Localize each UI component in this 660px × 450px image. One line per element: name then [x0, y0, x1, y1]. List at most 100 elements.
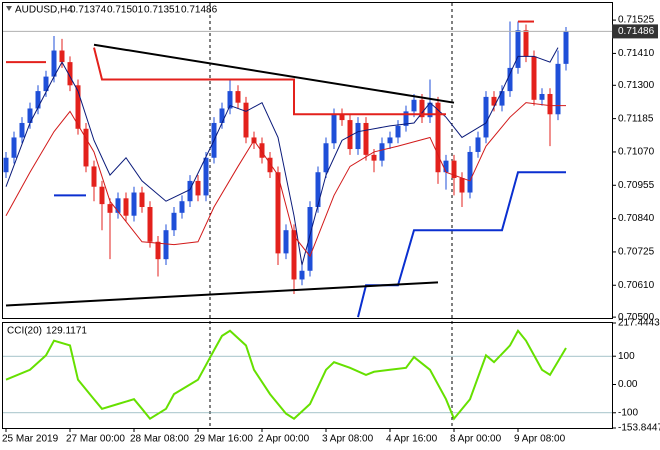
candle-body [563, 31, 569, 64]
candle-body [347, 120, 353, 150]
x-tick-label: 25 Mar 2019 [2, 434, 59, 445]
candle-body [419, 99, 425, 118]
y-tick-label: 0.70610 [618, 280, 655, 291]
candle-body [411, 99, 417, 112]
candle-body [491, 96, 497, 106]
indicator-line [5, 102, 566, 258]
y-tick-label: 0.70500 [618, 312, 655, 323]
candle-body [403, 111, 409, 126]
candle-body [67, 62, 73, 86]
y-tick-label: 0.70955 [618, 180, 655, 191]
indicator-line [5, 281, 439, 307]
x-tick-label: 29 Mar 16:00 [194, 434, 253, 445]
candle-body [387, 137, 393, 144]
price-label-box [612, 24, 658, 39]
cci-value: 129.1171 [46, 326, 87, 337]
candle-body [115, 198, 121, 213]
candle-body [539, 93, 545, 100]
current-price: 0.71486 [618, 26, 655, 37]
x-tick-label: 4 Apr 16:00 [386, 434, 438, 445]
candle-body [475, 137, 481, 152]
candle-body [435, 102, 441, 173]
candle-body [395, 125, 401, 138]
candle-body [371, 154, 377, 161]
candle-body [427, 102, 433, 118]
candle-body [555, 63, 561, 115]
candle-body [139, 192, 145, 208]
indicator-line [5, 47, 559, 266]
candle-body [91, 166, 97, 187]
candle-body [339, 114, 345, 121]
candle-body [235, 91, 241, 103]
cci-title: CCI(20) [7, 326, 42, 337]
symbol-icon [6, 6, 12, 11]
y-tick-label: 100 [618, 351, 635, 362]
candle-body [443, 160, 449, 173]
candle-body [547, 93, 553, 115]
candle-body [291, 230, 297, 280]
indicator-line [93, 43, 455, 104]
candle-body [27, 108, 33, 123]
candle-body [131, 192, 137, 216]
y-tick-label: 0.70840 [618, 213, 655, 224]
cci-frame [2, 322, 613, 429]
candle-body [83, 128, 89, 167]
candle-body [35, 91, 41, 109]
candle-body [483, 96, 489, 138]
candle-body [19, 122, 25, 138]
chart-title: AUDUSD,H4 [15, 5, 73, 16]
y-tick-label: 0.71300 [618, 80, 655, 91]
candle-body [283, 230, 289, 254]
ohlc-value: 0.71501 [107, 5, 144, 16]
candle-body [275, 172, 281, 254]
x-tick-label: 2 Apr 00:00 [258, 434, 310, 445]
candle-body [3, 157, 9, 173]
candle-body [227, 91, 233, 109]
candle-body [155, 241, 161, 260]
candle-body [355, 122, 361, 150]
candle-body [51, 50, 57, 77]
candle-body [259, 143, 265, 158]
x-tick-label: 3 Apr 08:00 [322, 434, 374, 445]
candle-body [147, 207, 153, 242]
x-tick-label: 28 Mar 08:00 [130, 434, 189, 445]
candle-body [219, 108, 225, 123]
candle-body [467, 151, 473, 193]
x-tick-label: 9 Apr 08:00 [514, 434, 566, 445]
candle-body [299, 270, 305, 280]
candle-body [531, 56, 537, 100]
candle-body [243, 102, 249, 138]
candle-body [59, 50, 65, 63]
candle-body [179, 201, 185, 213]
y-tick-label: 0.71185 [618, 113, 654, 124]
candle-body [163, 230, 169, 260]
candle-body [323, 143, 329, 173]
candle-body [123, 198, 129, 216]
x-tick-label: 8 Apr 00:00 [450, 434, 502, 445]
candle-body [315, 172, 321, 208]
indicator-line [93, 47, 446, 116]
candle-body [451, 160, 457, 179]
candle-body [107, 204, 113, 213]
candle-body [515, 30, 521, 68]
candle-body [523, 30, 529, 57]
candle-body [331, 114, 337, 144]
ohlc-value: 0.71486 [181, 5, 218, 16]
main-frame [2, 2, 613, 319]
y-tick-label: -100 [618, 407, 638, 418]
y-tick-label: 0.71070 [618, 147, 655, 158]
candle-body [459, 178, 465, 193]
candle-body [75, 85, 81, 129]
candle-body [99, 186, 105, 205]
candle-body [171, 212, 177, 231]
candle-body [187, 180, 193, 202]
y-tick-label: 0.00 [618, 379, 638, 390]
y-tick-label: 0.71525 [618, 15, 655, 26]
y-tick-label: 0.71410 [618, 48, 655, 59]
candle-body [195, 180, 201, 196]
candle-body [203, 157, 209, 196]
ohlc-value: 0.71374 [70, 5, 107, 16]
candle-body [379, 143, 385, 161]
